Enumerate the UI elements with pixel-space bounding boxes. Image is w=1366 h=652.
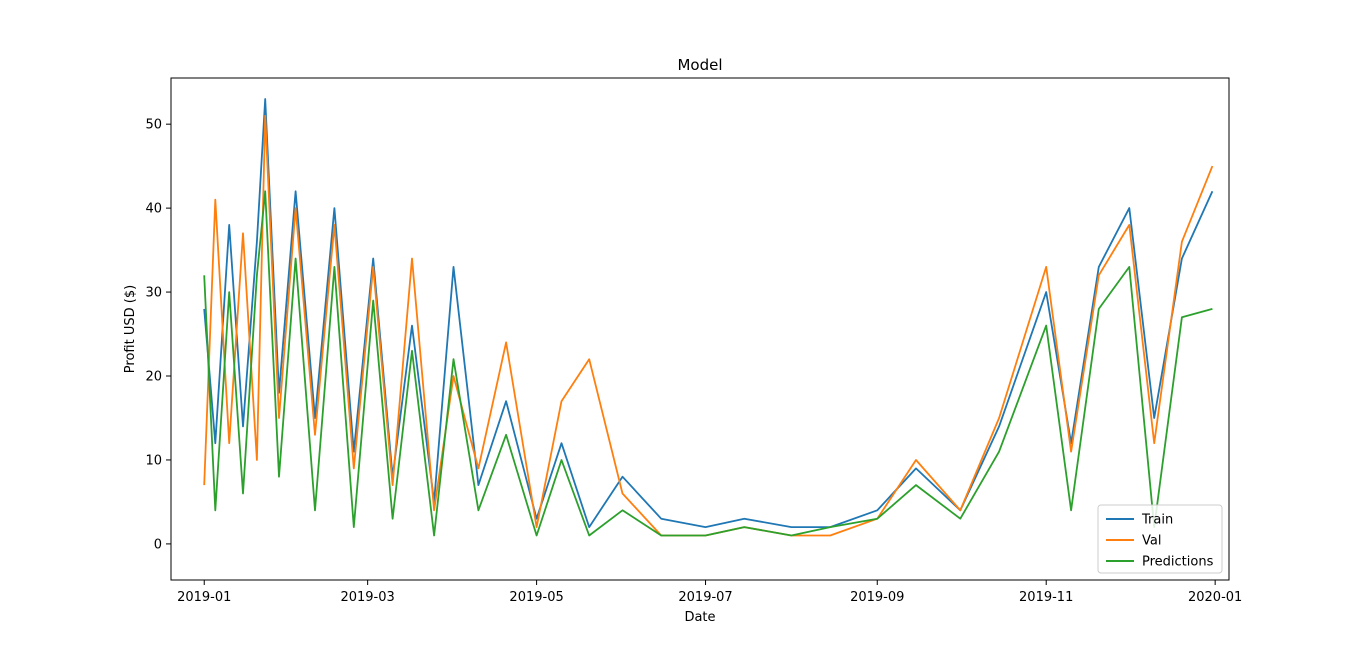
series-line-train (203, 98, 1214, 528)
y-tick-label: 40 (145, 202, 162, 217)
x-tick-label: 2019-07 (678, 590, 732, 605)
legend-label-predictions: Predictions (1142, 555, 1214, 570)
axes-frame (170, 77, 1230, 581)
series-line-val (203, 114, 1214, 537)
y-axis-label: Profit USD ($) (123, 285, 138, 373)
legend-label-train: Train (1141, 513, 1173, 528)
x-tick-label: 2019-11 (1019, 590, 1073, 605)
legend: Train Val Predictions (1097, 504, 1223, 574)
x-tick-label: 2020-01 (1188, 590, 1242, 605)
x-axis-ticks: 2019-01 2019-03 2019-05 2019-07 2019-09 2019-… (177, 580, 1242, 605)
y-tick-label: 30 (145, 286, 162, 301)
legend-box (1097, 504, 1223, 574)
x-tick-label: 2019-03 (340, 590, 394, 605)
x-tick-label: 2019-01 (177, 590, 231, 605)
x-tick-label: 2019-09 (850, 590, 904, 605)
y-tick-label: 0 (154, 537, 162, 552)
y-axis-ticks: 0 10 20 30 40 50 (145, 118, 171, 552)
x-axis-label: Date (684, 610, 715, 625)
x-tick-label: 2019-05 (509, 590, 563, 605)
chart-title: Model (677, 56, 722, 74)
y-tick-label: 20 (145, 370, 162, 385)
legend-label-val: Val (1142, 534, 1161, 549)
series-line-predictions (203, 190, 1213, 537)
y-tick-label: 10 (145, 453, 162, 468)
y-tick-label: 50 (145, 118, 162, 133)
